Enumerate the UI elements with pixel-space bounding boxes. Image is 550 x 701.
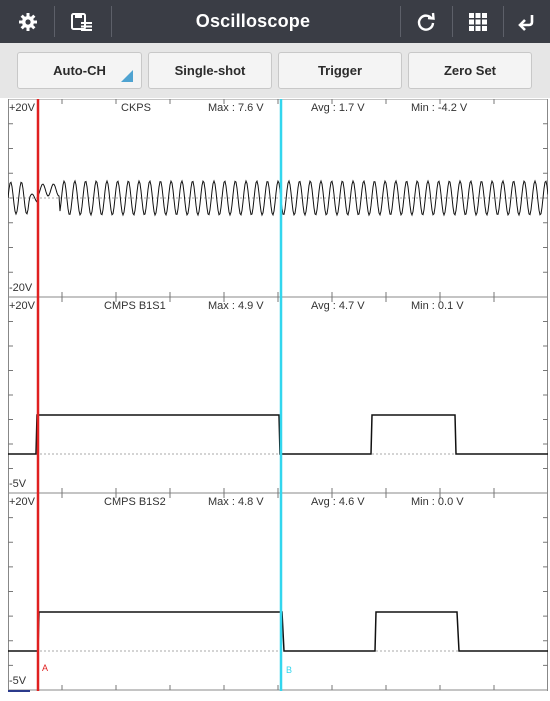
refresh-button[interactable]: [404, 0, 448, 43]
trigger-label: Trigger: [317, 63, 363, 78]
refresh-icon: [417, 12, 435, 31]
bottom-marker: [8, 690, 30, 692]
ch1-avg: Avg : 1.7 V: [311, 102, 365, 114]
zero-set-label: Zero Set: [443, 63, 496, 78]
single-shot-button[interactable]: Single-shot: [148, 52, 272, 89]
ch2-avg: Avg : 4.7 V: [311, 300, 365, 312]
top-toolbar: Oscilloscope: [0, 0, 550, 43]
single-shot-label: Single-shot: [174, 63, 246, 78]
ckps-waveform: [8, 179, 548, 217]
ch3-top-scale: +20V: [9, 496, 35, 508]
oscilloscope-display[interactable]: +20V CKPS Max : 7.6 V Avg : 1.7 V Min : …: [8, 99, 548, 691]
ch1-top-scale: +20V: [9, 102, 35, 114]
ch2-min: Min : 0.1 V: [411, 300, 464, 312]
ch3-name: CMPS B1S2: [104, 496, 166, 508]
tick-marks: [8, 99, 548, 690]
ch1-name: CKPS: [121, 102, 151, 114]
ch1-bottom-scale: -20V: [9, 282, 33, 294]
ch2-bottom-scale: -5V: [9, 478, 27, 490]
ch2-name: CMPS B1S1: [104, 300, 166, 312]
back-button[interactable]: [507, 0, 547, 43]
zero-set-button[interactable]: Zero Set: [408, 52, 532, 89]
ch1-max: Max : 7.6 V: [208, 102, 264, 114]
control-button-row: Auto-CH Single-shot Trigger Zero Set: [0, 43, 550, 98]
ch2-top-scale: +20V: [9, 300, 35, 312]
ch1-min: Min : -4.2 V: [411, 102, 468, 114]
ch3-avg: Avg : 4.6 V: [311, 496, 365, 508]
ch2-max: Max : 4.9 V: [208, 300, 264, 312]
auto-ch-label: Auto-CH: [53, 63, 106, 78]
auto-ch-button[interactable]: Auto-CH: [17, 52, 142, 89]
back-icon: [518, 14, 534, 31]
ch3-min: Min : 0.0 V: [411, 496, 464, 508]
cmps-b1s1-waveform: [8, 414, 548, 455]
cursor-a-label[interactable]: A: [42, 663, 49, 673]
gear-icon: [19, 12, 37, 31]
save-list-icon: [71, 12, 92, 31]
page-title: Oscilloscope: [195, 11, 311, 31]
grid-button[interactable]: [456, 0, 500, 43]
cursor-b-label[interactable]: B: [286, 665, 293, 675]
settings-button[interactable]: [6, 0, 50, 43]
dropdown-corner-icon: [121, 70, 133, 82]
cmps-b1s2-waveform: [8, 611, 548, 652]
ch3-max: Max : 4.8 V: [208, 496, 264, 508]
ch3-bottom-scale: -5V: [9, 675, 27, 687]
grid-icon: [469, 12, 487, 31]
scope-graph: [8, 99, 548, 691]
save-button[interactable]: [58, 0, 106, 43]
trigger-button[interactable]: Trigger: [278, 52, 402, 89]
